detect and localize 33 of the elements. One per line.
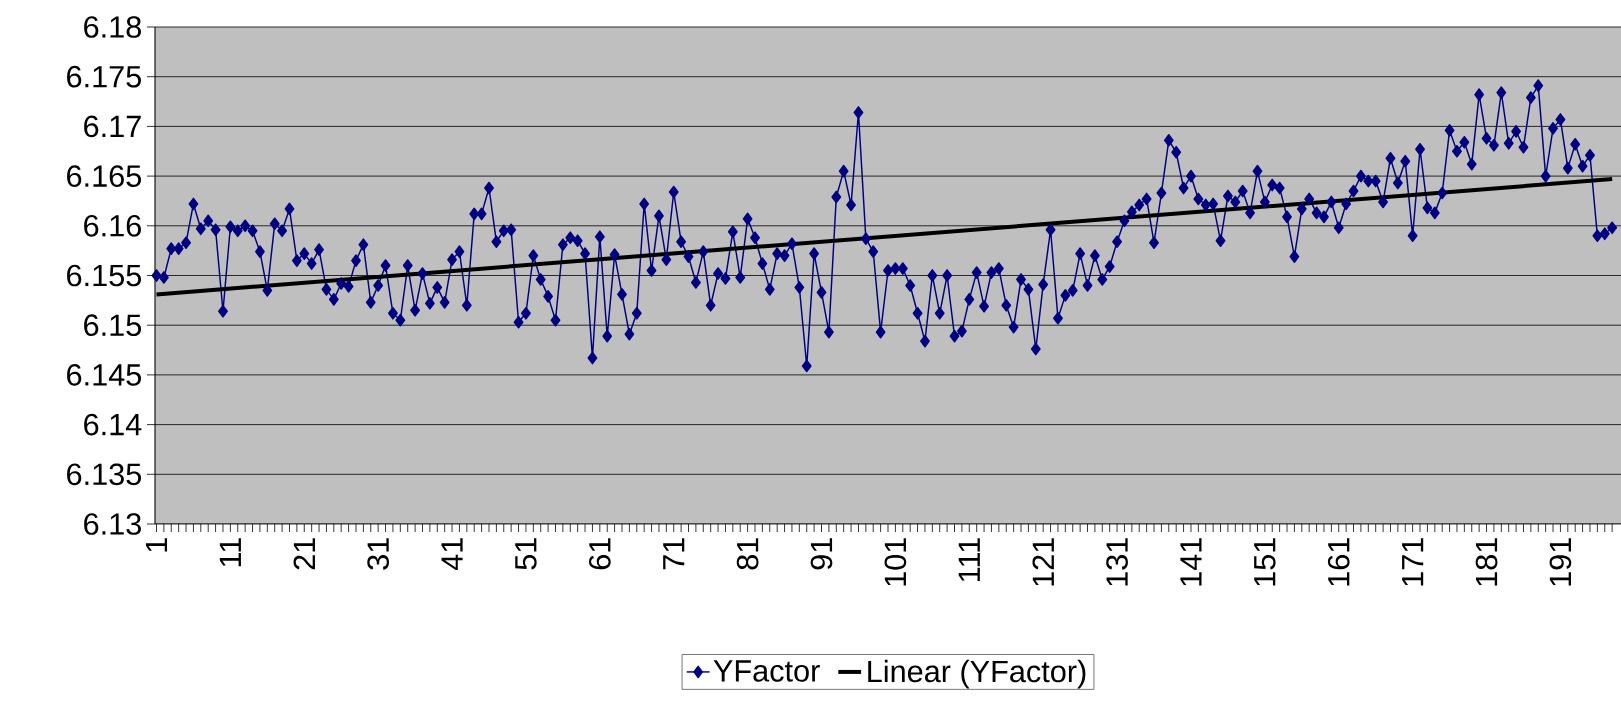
x-tick-label: 161 bbox=[1327, 538, 1350, 586]
y-tick-label: 6.18 bbox=[84, 16, 141, 38]
x-tick-label: 71 bbox=[663, 538, 685, 570]
y-tick-label: 6.155 bbox=[67, 264, 141, 287]
x-tick-label: 101 bbox=[884, 538, 907, 586]
x-tick-label: 181 bbox=[1475, 538, 1498, 586]
legend-label: Linear (YFactor) bbox=[868, 659, 1086, 689]
y-tick-label: 6.16 bbox=[84, 214, 141, 237]
x-tick-label: 191 bbox=[1549, 538, 1572, 586]
x-tick-label: 51 bbox=[515, 538, 537, 570]
x-tick-label: 91 bbox=[810, 538, 833, 570]
x-tick-label: 111 bbox=[958, 538, 980, 581]
y-tick-label: 6.13 bbox=[84, 513, 141, 535]
x-tick-label: 121 bbox=[1032, 538, 1054, 586]
y-tick-label: 6.17 bbox=[84, 115, 141, 138]
x-tick-label: 151 bbox=[1254, 538, 1276, 586]
x-tick-label: 81 bbox=[736, 538, 759, 570]
x-tick-label: 1 bbox=[145, 538, 168, 552]
x-tick-label: 41 bbox=[441, 538, 463, 571]
x-tick-label: 171 bbox=[1402, 538, 1424, 586]
legend-label: YFactor bbox=[713, 660, 820, 682]
x-tick-label: 131 bbox=[1106, 538, 1128, 586]
y-tick-label: 6.15 bbox=[84, 314, 141, 337]
y-tick-label: 6.165 bbox=[67, 165, 141, 187]
x-tick-label: 141 bbox=[1180, 538, 1202, 586]
y-tick-label: 6.145 bbox=[67, 364, 141, 386]
y-tick-label: 6.135 bbox=[67, 463, 141, 486]
x-tick-label: 21 bbox=[293, 538, 315, 570]
x-tick-label: 61 bbox=[588, 538, 611, 570]
x-tick-label: 11 bbox=[219, 538, 241, 567]
y-tick-label: 6.175 bbox=[67, 65, 141, 88]
y-tick-label: 6.14 bbox=[84, 413, 142, 436]
x-tick-label: 31 bbox=[367, 538, 389, 570]
